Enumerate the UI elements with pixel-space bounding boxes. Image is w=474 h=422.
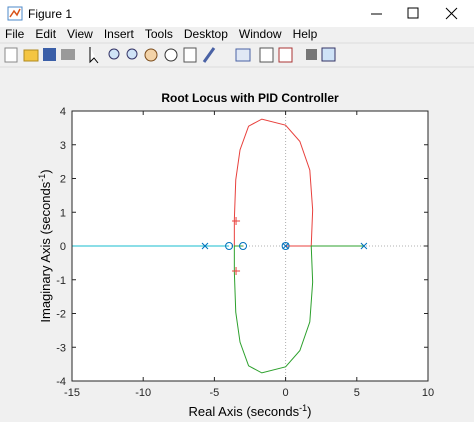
gain-marker bbox=[232, 266, 241, 275]
locus-branch bbox=[233, 245, 364, 374]
toolbar-icons[interactable] bbox=[4, 47, 336, 64]
x-tick-label: 0 bbox=[283, 387, 289, 399]
menu-item[interactable]: Tools bbox=[145, 27, 173, 41]
y-tick-label: 0 bbox=[60, 241, 66, 253]
x-axis-label: Real Axis (seconds-1) bbox=[189, 403, 312, 419]
y-axis-label-exponent: -1 bbox=[37, 174, 47, 182]
pole-marker bbox=[360, 242, 368, 250]
x-tick-label: -10 bbox=[135, 387, 151, 399]
y-axis-label-text: Imaginary Axis (seconds bbox=[38, 181, 53, 322]
y-axis-label: Imaginary Axis (seconds-1) bbox=[37, 169, 53, 322]
zero-marker bbox=[281, 242, 290, 250]
x-axis-label-close: ) bbox=[307, 404, 311, 419]
menu-item[interactable]: File bbox=[5, 27, 25, 41]
x-tick-label: -5 bbox=[210, 387, 220, 399]
zero-marker bbox=[225, 242, 234, 250]
maximize-button[interactable] bbox=[407, 7, 419, 19]
y-tick-label: -2 bbox=[56, 309, 66, 321]
x-tick-label: 5 bbox=[354, 387, 360, 399]
menu-item[interactable]: Desktop bbox=[184, 27, 228, 41]
x-axis-label-text: Real Axis (seconds bbox=[189, 404, 300, 419]
chart-title: Root Locus with PID Controller bbox=[161, 91, 339, 105]
menu-item[interactable]: View bbox=[67, 27, 93, 41]
y-tick-label: 4 bbox=[60, 106, 66, 118]
y-tick-label: 3 bbox=[60, 140, 66, 152]
axes-box bbox=[71, 110, 429, 382]
x-tick-label: -15 bbox=[64, 387, 80, 399]
menu-item[interactable]: Help bbox=[293, 27, 318, 41]
menu-item[interactable]: Window bbox=[239, 27, 282, 41]
toolbar bbox=[0, 42, 474, 68]
pole-marker bbox=[282, 242, 289, 250]
app-icon bbox=[7, 6, 23, 21]
y-tick-label: -3 bbox=[56, 342, 66, 354]
x-axis-label-exponent: -1 bbox=[299, 403, 307, 413]
gain-marker bbox=[232, 217, 241, 226]
close-button[interactable] bbox=[445, 7, 458, 20]
zero-marker bbox=[239, 242, 248, 250]
y-tick-label: -4 bbox=[56, 376, 66, 388]
menu-item[interactable]: Insert bbox=[104, 27, 135, 41]
menu-bar: File Edit View Insert Tools Desktop Window Help bbox=[5, 27, 318, 41]
title-bar bbox=[0, 0, 474, 27]
x-tick-label: 10 bbox=[422, 387, 434, 399]
y-tick-label: 2 bbox=[60, 174, 66, 186]
y-tick-label: 1 bbox=[60, 207, 66, 219]
pole-marker bbox=[201, 242, 209, 250]
window-title: Figure 1 bbox=[28, 7, 72, 21]
menu-item[interactable]: Edit bbox=[35, 27, 56, 41]
y-tick-label: -1 bbox=[56, 275, 66, 287]
locus-branch bbox=[233, 118, 314, 247]
y-axis-label-close: ) bbox=[38, 169, 53, 173]
